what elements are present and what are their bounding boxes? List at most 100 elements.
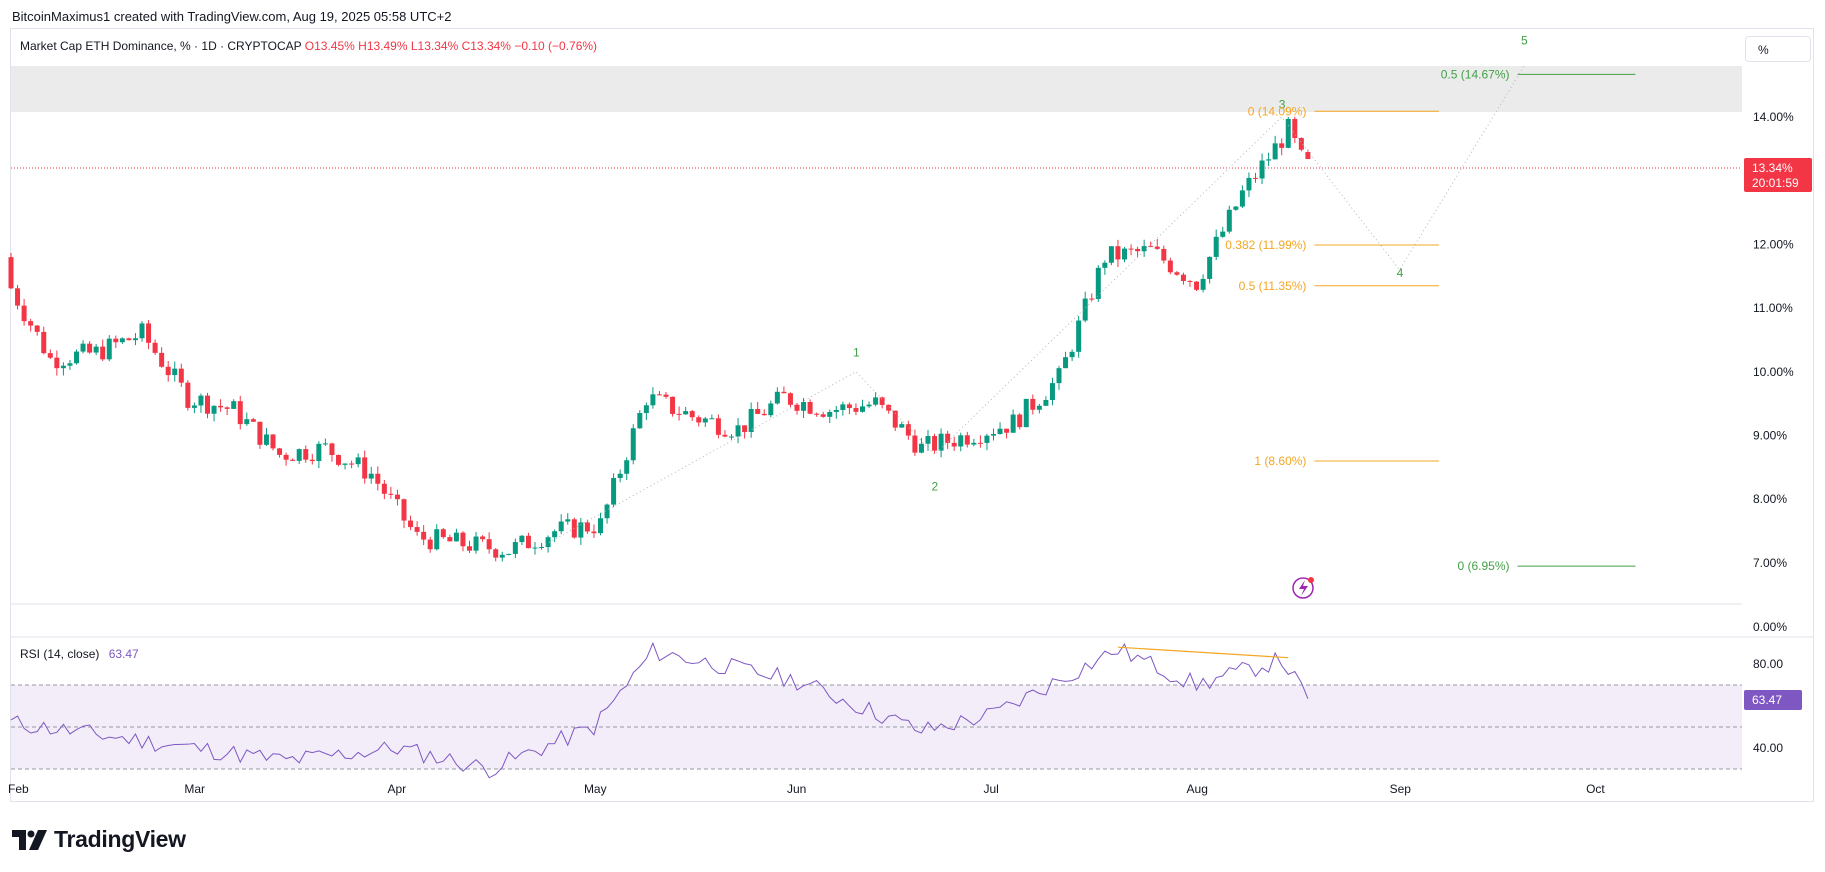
candle-body (401, 499, 407, 521)
candle-body (1200, 278, 1206, 290)
candle-body (532, 547, 538, 549)
candle-body (408, 520, 414, 528)
wave-path (534, 65, 1525, 551)
candle-body (1239, 190, 1245, 207)
price-axis-label: 9.00% (1753, 429, 1787, 443)
scale-unit-button[interactable]: % (1745, 36, 1811, 62)
candle-body (1161, 248, 1167, 261)
candle-body (342, 463, 348, 465)
candle-body (1076, 320, 1082, 352)
candle-body (493, 549, 499, 558)
wave-label: 1 (853, 346, 860, 360)
candle-body (991, 434, 996, 436)
candle-body (1279, 143, 1285, 148)
fib-extension-label: 0.5 (14.67%) (1441, 67, 1510, 81)
candle-body (1298, 138, 1304, 150)
candle-body (977, 442, 983, 444)
candle-body (1004, 428, 1010, 433)
legend-high: H13.49% (358, 39, 408, 53)
candle-body (1174, 272, 1180, 275)
candle-body (1049, 383, 1055, 400)
candle-body (381, 483, 387, 494)
candle-body (126, 338, 132, 341)
candle-body (106, 338, 112, 360)
time-axis-label: Oct (1586, 782, 1605, 796)
price-axis-label: 7.00% (1753, 556, 1787, 570)
candle-body (211, 405, 217, 414)
candle-body (237, 401, 243, 425)
candle-body (801, 402, 807, 411)
candle-body (1259, 160, 1265, 179)
candle-body (394, 494, 400, 500)
candle-body (224, 407, 230, 409)
candle-body (1233, 206, 1239, 210)
candle-body (1180, 274, 1186, 281)
candle-body (250, 419, 256, 422)
symbol-legend[interactable]: Market Cap ETH Dominance, % · 1D · CRYPT… (20, 39, 597, 53)
candle-body (689, 411, 695, 418)
fib-level-label: 0.5 (11.35%) (1239, 279, 1307, 293)
candle-body (349, 463, 355, 465)
tradingview-logo[interactable]: TradingView (12, 826, 186, 853)
candle-body (159, 352, 165, 367)
candle-body (427, 539, 433, 550)
candle-body (565, 519, 571, 522)
fib-level-label: 1 (8.60%) (1254, 454, 1306, 468)
candle-body (905, 424, 911, 436)
candle-body (578, 522, 584, 538)
time-axis-label: Apr (387, 782, 406, 796)
candle-body (1207, 256, 1213, 279)
wave-label: 3 (1279, 97, 1286, 111)
time-axis-label: Jul (984, 782, 999, 796)
candle-body (172, 368, 178, 376)
candle-body (303, 449, 309, 460)
candle-body (113, 338, 119, 343)
candle-body (683, 411, 689, 415)
candle-body (1220, 231, 1226, 237)
legend-open: O13.45% (304, 39, 355, 53)
candle-body (362, 457, 368, 479)
candle-body (1148, 246, 1154, 248)
candle-body (774, 391, 780, 404)
candle-body (15, 288, 21, 306)
candle-body (1285, 118, 1291, 148)
candle-body (336, 455, 341, 465)
candle-body (722, 434, 728, 437)
time-axis-label: Sep (1390, 782, 1412, 796)
candle-body (146, 323, 152, 343)
candle-body (1272, 143, 1278, 160)
candle-body (205, 395, 210, 414)
candle-body (414, 527, 420, 532)
candle-body (1128, 248, 1134, 250)
candle-body (218, 405, 224, 408)
lightning-icon-bolt (1299, 580, 1308, 596)
candle-body (761, 413, 767, 416)
candle-body (1141, 246, 1147, 252)
candle-body (958, 435, 964, 447)
candle-body (951, 442, 957, 447)
candle-body (742, 425, 748, 433)
candle-body (388, 493, 394, 495)
time-axis-label: Aug (1187, 782, 1208, 796)
candle-body (748, 408, 754, 433)
candle-body (584, 522, 590, 532)
candle-body (1017, 414, 1023, 428)
candle-body (191, 405, 197, 408)
candle-body (794, 404, 800, 411)
candle-body (54, 357, 60, 369)
rsi-legend[interactable]: RSI (14, close) 63.47 (20, 647, 139, 661)
candle-body (918, 443, 924, 453)
candle-body (1154, 246, 1160, 249)
candle-body (971, 442, 977, 445)
candle-body (21, 305, 27, 322)
candle-body (132, 338, 138, 341)
candle-body (702, 418, 708, 423)
fib-level-label: 0 (14.09%) (1248, 104, 1307, 118)
candle-body (309, 459, 315, 462)
candle-body (1056, 368, 1062, 384)
candle-body (945, 433, 951, 443)
candle-body (1030, 398, 1036, 410)
chart-frame (10, 28, 1814, 802)
axis-labels: 14.00%13.00%12.00%11.00%10.00%9.00%8.00%… (8, 110, 1812, 796)
